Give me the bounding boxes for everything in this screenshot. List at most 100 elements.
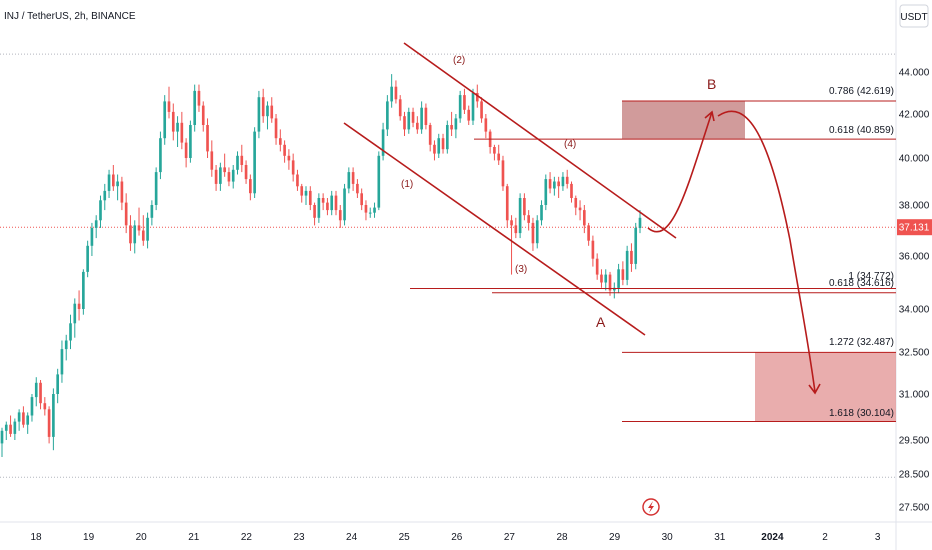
y-tick-label: 42.000 <box>899 110 930 121</box>
candle-body <box>30 397 34 416</box>
candle-body <box>321 198 325 203</box>
candle-body <box>557 181 560 187</box>
candle-body <box>540 205 543 221</box>
candle-body <box>416 122 419 130</box>
candle-body <box>231 169 235 182</box>
candle-body <box>300 186 304 196</box>
x-tick-label: 3 <box>875 532 881 543</box>
candle-body <box>4 424 8 431</box>
candle-body <box>184 142 188 158</box>
fib-label-0786: 0.786 (42.619) <box>829 86 894 97</box>
candle-body <box>210 151 214 170</box>
x-tick-label: 21 <box>188 532 200 543</box>
target-zone-b <box>622 101 745 140</box>
candle-body <box>223 167 226 173</box>
candle-body <box>471 93 475 121</box>
candle-body <box>116 181 119 187</box>
candle-body <box>159 138 162 173</box>
fib-label-1: 1 (34.772) <box>848 271 894 282</box>
price-axis[interactable]: 44.000 42.000 40.000 38.000 36.000 34.000 32.5… <box>899 68 930 514</box>
candle-body <box>548 179 552 189</box>
candle-body <box>150 205 154 218</box>
candle-body <box>608 274 612 291</box>
candle-body <box>604 274 608 283</box>
currency-label[interactable]: USDT <box>900 12 927 23</box>
candle-body <box>428 125 432 145</box>
candle-body <box>587 225 590 241</box>
candle-body <box>407 111 411 130</box>
candle-body <box>501 160 505 187</box>
candle-body <box>296 174 299 187</box>
candle-body <box>257 97 261 132</box>
x-tick-label: 18 <box>30 532 42 543</box>
y-tick-label: 44.000 <box>899 68 930 79</box>
candle-body <box>26 415 30 425</box>
candle-body <box>600 274 603 283</box>
candle-body <box>278 138 282 145</box>
replay-icon[interactable] <box>642 498 660 516</box>
candles <box>0 74 642 457</box>
candle-body <box>43 403 47 410</box>
x-tick-label: 30 <box>662 532 674 543</box>
projection-up-arrowhead <box>704 110 715 122</box>
candle-body <box>90 227 94 246</box>
candle-body <box>73 303 77 324</box>
candle-body <box>368 212 372 214</box>
y-tick-label: 40.000 <box>899 154 930 165</box>
projection-down-arrowhead <box>808 383 821 395</box>
candle-body <box>206 125 209 152</box>
candle-body <box>274 118 278 139</box>
candle-body <box>394 86 398 100</box>
time-axis[interactable]: 18 19 20 21 22 23 24 25 26 27 28 29 30 31 2024 2 3 <box>30 532 880 543</box>
y-tick-label: 34.000 <box>899 305 930 316</box>
candle-body <box>356 183 359 194</box>
wave-label-1: (1) <box>401 179 413 190</box>
candle-body <box>386 101 389 130</box>
candle-body <box>398 99 402 117</box>
candle-body <box>240 155 244 165</box>
candle-body <box>249 179 252 194</box>
candle-body <box>253 131 256 194</box>
candle-body <box>244 165 248 180</box>
drawings <box>343 42 821 395</box>
candle-body <box>227 172 231 182</box>
candle-body <box>377 155 381 208</box>
lightning-icon[interactable] <box>648 501 654 513</box>
candle-body <box>463 95 466 110</box>
candle-body <box>313 205 316 218</box>
candle-body <box>129 225 132 244</box>
candle-body <box>505 186 509 221</box>
candle-body <box>373 207 376 213</box>
candle-body <box>219 167 222 184</box>
candle-body <box>574 198 578 208</box>
y-tick-label: 28.500 <box>899 470 930 481</box>
candle-body <box>112 174 115 187</box>
candle-body <box>308 190 312 205</box>
candle-body <box>595 258 599 275</box>
wave-label-4: (4) <box>564 139 576 150</box>
candle-body <box>330 195 334 211</box>
x-tick-label: 2 <box>822 532 828 543</box>
currency-button-frame[interactable] <box>899 4 929 28</box>
candle-body <box>433 144 436 154</box>
candle-body <box>236 155 239 170</box>
currency-button[interactable]: USDT <box>899 4 929 28</box>
candle-body <box>441 138 445 150</box>
x-tick-label: 28 <box>556 532 568 543</box>
x-tick-label: 23 <box>293 532 305 543</box>
candle-body <box>17 412 21 422</box>
candle-body <box>137 225 141 231</box>
channel-upper-line <box>403 42 677 239</box>
candle-body <box>497 153 501 161</box>
y-tick-label: 38.000 <box>899 201 930 212</box>
candle-body <box>52 394 55 437</box>
chart-title: INJ / TetherUS, 2h, BINANCE <box>4 11 136 22</box>
candle-body <box>531 222 535 244</box>
candle-body <box>304 190 308 196</box>
candle-body <box>60 349 64 375</box>
candle-body <box>411 111 415 123</box>
y-tick-label: 36.000 <box>899 252 930 263</box>
candle-body <box>189 125 192 158</box>
candle-body <box>570 183 573 198</box>
